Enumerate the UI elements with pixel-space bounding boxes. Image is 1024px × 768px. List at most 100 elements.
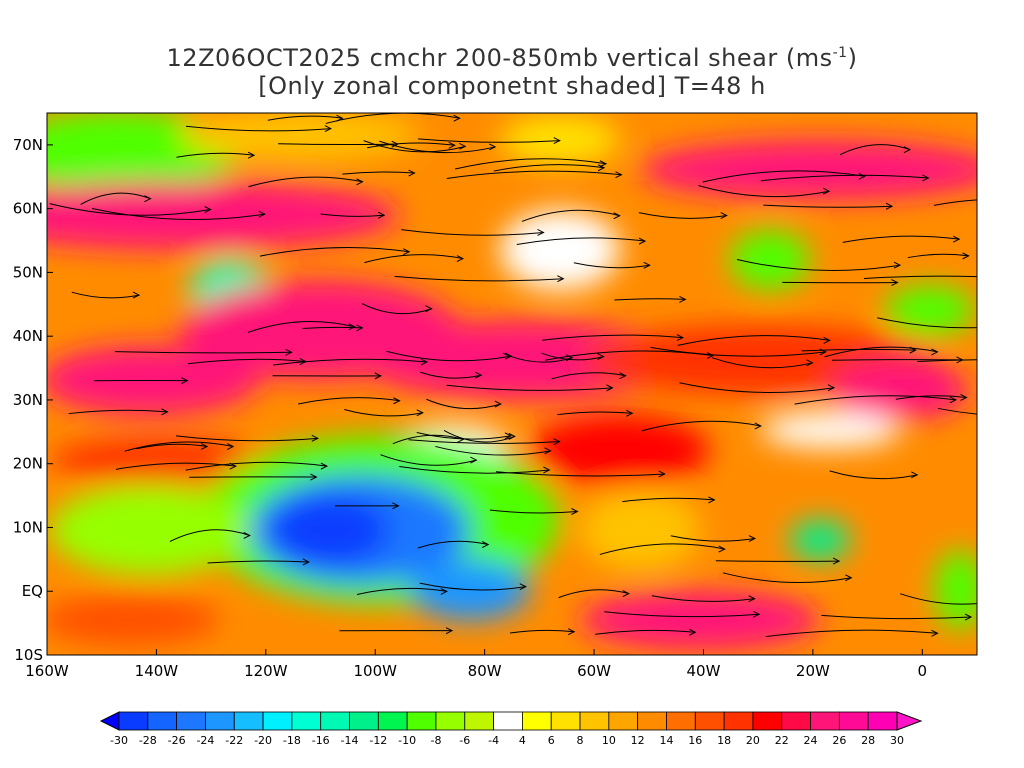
streamline xyxy=(558,589,629,599)
streamline xyxy=(907,253,969,259)
streamline-arrow xyxy=(425,305,433,313)
streamline-arrow xyxy=(597,164,606,172)
streamline xyxy=(361,303,432,315)
streamline xyxy=(650,346,826,357)
streamline xyxy=(378,140,496,154)
colorbar-label: -18 xyxy=(283,734,301,747)
streamline-arrow xyxy=(519,583,527,591)
colorbar-label: 28 xyxy=(861,734,875,747)
streamline xyxy=(364,254,464,264)
streamline-arrow xyxy=(806,359,814,367)
colorbar-swatch xyxy=(752,711,783,731)
streamline-arrow xyxy=(949,396,957,404)
streamline-arrow xyxy=(181,377,189,385)
streamline-arrow xyxy=(754,422,762,430)
streamline-arrow xyxy=(922,174,930,182)
streamline xyxy=(839,144,911,156)
streamline-arrow xyxy=(226,443,235,450)
streamline xyxy=(417,138,560,143)
lon-tick-label: 160W xyxy=(25,662,69,680)
colorbar-label: 18 xyxy=(717,734,731,747)
colorbar-label: -26 xyxy=(168,734,186,747)
colorbar-swatch xyxy=(118,711,149,731)
streamline-arrow xyxy=(567,628,576,636)
streamline xyxy=(273,358,427,366)
lon-tick-label: 80W xyxy=(468,662,502,680)
streamline-arrow xyxy=(553,137,561,145)
streamline-arrow xyxy=(453,114,461,122)
streamline xyxy=(832,359,963,361)
streamline xyxy=(454,158,607,170)
streamline xyxy=(495,471,665,477)
streamline-arrow xyxy=(643,261,651,269)
lat-tick-label: EQ xyxy=(22,582,43,600)
colorbar-label: -20 xyxy=(254,734,272,747)
streamline xyxy=(420,371,482,379)
streamline-arrow xyxy=(392,502,400,510)
colorbar: -30 -28 -26 -24 -22 -20 -18 -16 -14 -12 -10 -8 -6 -4 4… xyxy=(99,711,923,747)
streamline xyxy=(68,409,168,415)
colorbar-swatch xyxy=(147,711,178,731)
lat-tick-label: 30N xyxy=(13,391,43,409)
streamline xyxy=(679,382,835,393)
streamline-arrow xyxy=(752,610,761,618)
streamline xyxy=(344,409,423,417)
streamline xyxy=(863,275,977,280)
colorbar-swatch xyxy=(579,711,610,731)
colorbar-swatch xyxy=(838,711,869,731)
streamline xyxy=(711,357,813,369)
streamline xyxy=(248,176,363,188)
streamline-arrow xyxy=(619,372,627,380)
streamline-arrow xyxy=(718,545,726,553)
colorbar-label: -4 xyxy=(488,734,499,747)
streamline xyxy=(824,346,938,358)
colorbar-swatch xyxy=(406,711,437,731)
streamline xyxy=(267,115,343,121)
streamline xyxy=(521,209,620,222)
streamline xyxy=(342,171,415,175)
streamline xyxy=(595,629,696,635)
streamline-arrow xyxy=(474,371,483,379)
colorbar-label: 20 xyxy=(746,734,760,747)
streamline-arrow xyxy=(544,447,552,455)
streamline-arrow xyxy=(658,470,666,478)
colorbar-label: 26 xyxy=(832,734,846,747)
streamline xyxy=(408,439,560,444)
colorbar-label: 12 xyxy=(631,734,645,747)
streamline xyxy=(399,466,550,474)
colorbar-swatch xyxy=(637,711,667,731)
streamline xyxy=(278,143,398,146)
streamline-arrow xyxy=(845,574,853,582)
streamline-arrow xyxy=(626,409,634,417)
streamline xyxy=(185,461,328,471)
streamline-arrow xyxy=(508,432,516,440)
streamline-arrow xyxy=(132,291,141,299)
streamline-arrow xyxy=(885,202,894,210)
streamline-arrow xyxy=(594,104,600,110)
lon-tick-label: 40W xyxy=(687,662,721,680)
streamline-arrow xyxy=(456,255,465,263)
streamline xyxy=(446,384,613,391)
streamline-arrow xyxy=(402,248,411,256)
streamline-arrow xyxy=(819,348,827,356)
colorbar-swatch xyxy=(262,711,293,731)
streamline xyxy=(446,170,622,179)
streamline-arrow xyxy=(708,496,716,504)
streamline-arrow xyxy=(903,146,912,154)
streamline xyxy=(651,595,755,602)
streamline xyxy=(736,259,901,272)
colorbar-label: -8 xyxy=(430,734,441,747)
streamline xyxy=(435,445,551,456)
streamline xyxy=(80,192,151,205)
streamline-arrow xyxy=(420,358,429,366)
colorbar-swatch xyxy=(694,711,725,731)
streamline xyxy=(207,560,309,564)
title-text: 12Z06OCT2025 cmchr 200-850mb vertical sh… xyxy=(166,44,833,72)
streamline-arrow xyxy=(348,323,356,331)
colorbar-swatch xyxy=(666,711,696,731)
streamline-arrow xyxy=(204,206,212,213)
streamline-arrow xyxy=(952,235,961,243)
colorbar-swatch xyxy=(781,711,811,731)
streamline xyxy=(386,350,512,362)
